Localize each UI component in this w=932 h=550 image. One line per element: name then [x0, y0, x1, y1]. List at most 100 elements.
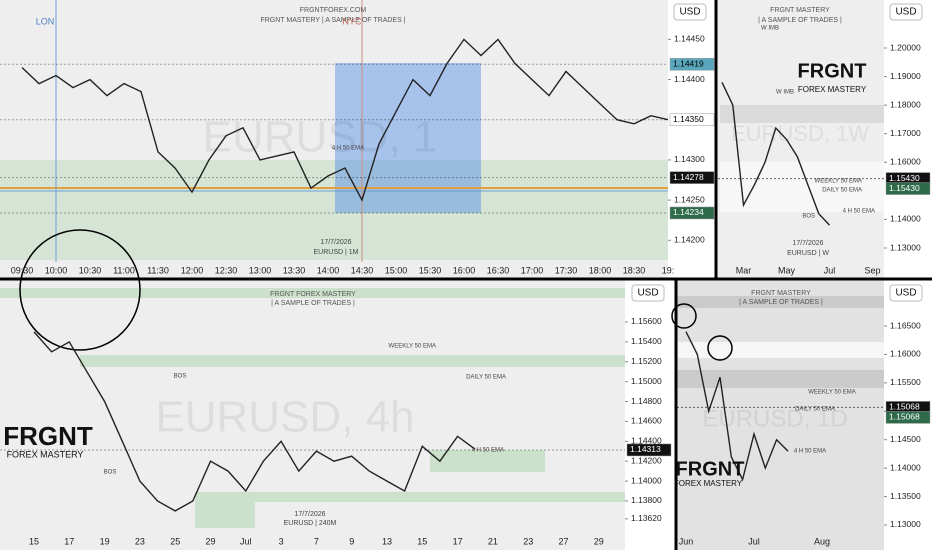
- zone: [0, 160, 668, 260]
- price-tag: [626, 443, 672, 457]
- x-tick-label: 10:30: [79, 265, 102, 275]
- x-tick-label: Mar: [736, 265, 752, 275]
- price-tag-label: 1.14313: [630, 444, 661, 454]
- x-tick-label: 10:00: [45, 265, 68, 275]
- y-tick-label: 1.13620: [631, 513, 662, 523]
- y-tick-label: 1.13500: [890, 491, 921, 501]
- annotation: EURUSD | W: [787, 250, 829, 257]
- y-tick-label: 1.18000: [890, 99, 921, 109]
- price-tag-label: 1.15068: [889, 412, 920, 422]
- x-tick-label: 15: [417, 536, 427, 546]
- currency-label: USD: [895, 7, 916, 18]
- y-tick-label: 1.19000: [890, 71, 921, 81]
- zone: [195, 502, 255, 528]
- annotation: DAILY 50 EMA: [822, 188, 862, 194]
- x-tick-label: 19: [100, 536, 110, 546]
- y-tick-label: 1.14000: [890, 214, 921, 224]
- x-tick-label: 23: [135, 536, 145, 546]
- annotation: W IMB: [776, 90, 794, 96]
- y-tick-label: 1.14500: [890, 434, 921, 444]
- y-tick-label: 1.17000: [890, 128, 921, 138]
- highlight-circle: [19, 229, 141, 351]
- y-tick-label: 1.14000: [631, 475, 662, 485]
- y-tick-label: 1.14250: [674, 194, 705, 204]
- annotation: LON: [36, 16, 55, 26]
- currency-box: [889, 284, 923, 302]
- x-tick-label: 9: [349, 536, 354, 546]
- x-tick-label: Aug: [814, 536, 830, 546]
- zone: [430, 450, 545, 472]
- axis-panel: [668, 0, 716, 278]
- price-tag-label: 1.14278: [673, 172, 704, 182]
- annotation: 4 H 50 EMA: [332, 146, 364, 152]
- x-tick-label: 11:00: [113, 265, 135, 275]
- zone: [677, 296, 884, 308]
- annotation: DAILY 50 EMA: [795, 407, 835, 413]
- annotation: W IMB: [761, 26, 779, 32]
- x-tick-label: 18:30: [623, 265, 646, 275]
- y-tick-label: 1.14800: [631, 396, 662, 406]
- price-tag-label: 1.15068: [889, 402, 920, 412]
- y-tick-label: 1.16000: [890, 157, 921, 167]
- y-tick-label: 1.14450: [674, 34, 705, 44]
- price-tag: [669, 58, 715, 71]
- x-tick-label: 21: [488, 536, 498, 546]
- annotation: 17/7/2026: [320, 239, 351, 246]
- panel-bg: [677, 280, 884, 550]
- x-tick-label: 25: [170, 536, 180, 546]
- x-tick-label: 13:30: [283, 265, 306, 275]
- price-tag-label: 1.15430: [889, 183, 920, 193]
- annotation: WEEKLY 50 EMA: [389, 344, 436, 350]
- annotation: 4 H 50 EMA: [794, 449, 826, 455]
- watermark: EURUSD, 1W: [731, 121, 869, 146]
- y-tick-label: 1.14600: [631, 416, 662, 426]
- y-tick-label: 1.15500: [890, 377, 921, 387]
- watermark: EURUSD, 4h: [155, 393, 414, 442]
- annotation: EURUSD | 1M: [314, 249, 359, 256]
- chart-title: FRGNT MASTERY: [751, 290, 811, 297]
- price-tag: [885, 182, 931, 195]
- highlight-circle: [707, 335, 733, 361]
- x-tick-label: 14:00: [317, 265, 340, 275]
- currency-box: [673, 3, 707, 21]
- price-tag-label: 1.15430: [889, 173, 920, 183]
- x-tick-label: Sep: [864, 265, 880, 275]
- x-tick-label: 16:00: [453, 265, 476, 275]
- price-line: [685, 331, 789, 482]
- x-tick-label: 18:00: [589, 265, 612, 275]
- annotation: FOREX MASTERY: [798, 85, 867, 94]
- annotation: BOS: [174, 374, 187, 380]
- x-tick-label: 17:30: [555, 265, 578, 275]
- x-tick-label: 11:30: [147, 265, 169, 275]
- y-tick-label: 1.20000: [890, 42, 921, 52]
- x-tick-label: Jul: [748, 536, 760, 546]
- zone: [195, 492, 625, 502]
- annotation: FRGNT: [676, 458, 745, 480]
- annotation: BOS: [104, 470, 117, 476]
- watermark: EURUSD, 1: [203, 113, 438, 162]
- annotation: DAILY 50 EMA: [466, 375, 506, 381]
- y-tick-label: 1.14200: [674, 235, 705, 245]
- currency-box: [631, 284, 665, 302]
- annotation: EURUSD | 240M: [284, 520, 337, 527]
- chart-subtitle: FRGNT MASTERY | A SAMPLE OF TRADES |: [260, 17, 405, 24]
- y-tick-label: 1.13000: [890, 519, 921, 529]
- x-tick-label: 3: [279, 536, 284, 546]
- annotation: FOREX MASTERY: [7, 449, 84, 459]
- annotation: BOS: [802, 214, 815, 220]
- y-tick-label: 1.15200: [631, 356, 662, 366]
- x-tick-label: 15:30: [419, 265, 442, 275]
- y-tick-label: 1.14400: [631, 436, 662, 446]
- x-tick-label: 17: [453, 536, 463, 546]
- x-tick-label: Jul: [240, 536, 252, 546]
- axis-panel: [625, 280, 675, 550]
- price-tag-label: 1.14419: [673, 59, 704, 69]
- x-tick-label: 15: [29, 536, 39, 546]
- price-line: [33, 331, 476, 512]
- y-tick-label: 1.13800: [631, 495, 662, 505]
- zone: [80, 355, 625, 367]
- x-tick-label: 19:: [662, 265, 675, 275]
- annotation: NYC: [342, 16, 362, 26]
- x-tick-label: 17: [64, 536, 74, 546]
